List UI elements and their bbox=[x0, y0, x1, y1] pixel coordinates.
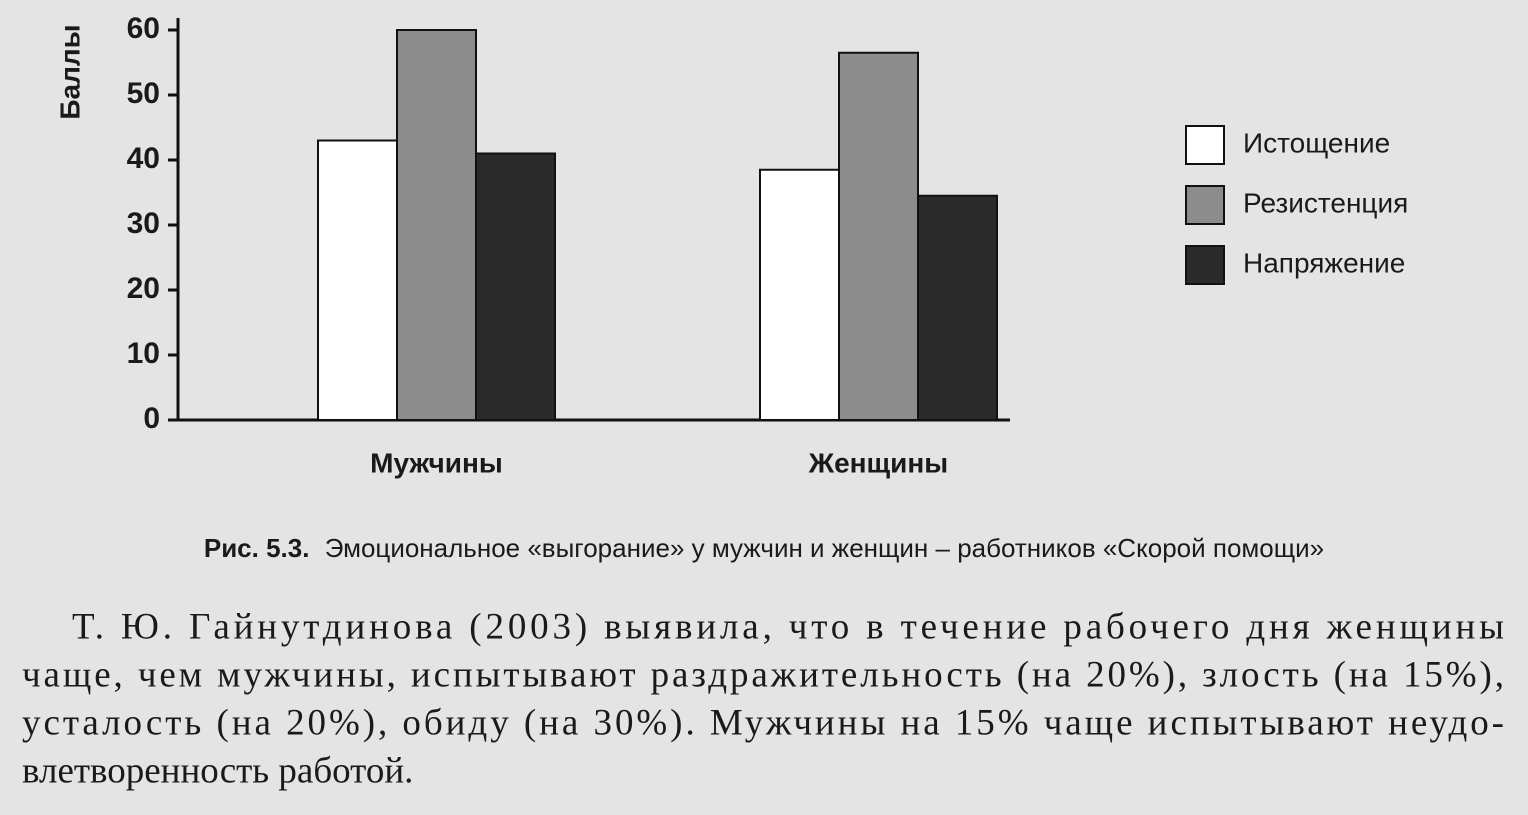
paragraph-line: влетворенность работой. bbox=[22, 750, 413, 791]
legend-swatch bbox=[1185, 185, 1225, 225]
caption-label: Рис. 5.3. bbox=[204, 533, 310, 563]
legend-label: Напряжение bbox=[1243, 247, 1405, 278]
legend-swatch bbox=[1185, 125, 1225, 165]
y-tick-label: 0 bbox=[143, 402, 160, 435]
y-tick-label: 60 bbox=[127, 12, 160, 45]
bar bbox=[396, 29, 477, 421]
bar bbox=[838, 51, 919, 421]
y-tick-label: 50 bbox=[127, 77, 160, 110]
bar bbox=[475, 152, 556, 421]
legend-label: Резистенция bbox=[1243, 187, 1408, 218]
y-tick-label: 30 bbox=[127, 207, 160, 240]
bar bbox=[917, 194, 998, 421]
paragraph-line: чаще, чем мужчины, испытывают раздражите… bbox=[22, 654, 1504, 695]
y-axis-label: Баллы bbox=[54, 24, 85, 119]
x-tick-label: Мужчины bbox=[370, 447, 503, 478]
y-tick-label: 10 bbox=[127, 337, 160, 370]
caption: Рис. 5.3. Эмоциональное «выгорание» у му… bbox=[204, 533, 1324, 563]
legend-swatch bbox=[1185, 245, 1225, 285]
bar bbox=[759, 168, 840, 421]
caption-text: Эмоциональное «выгорание» у мужчин и жен… bbox=[325, 533, 1324, 563]
legend-label: Истощение bbox=[1243, 127, 1390, 158]
y-tick-label: 20 bbox=[127, 272, 160, 305]
bar bbox=[317, 139, 398, 421]
x-tick-label: Женщины bbox=[808, 447, 948, 478]
y-tick-label: 40 bbox=[127, 142, 160, 175]
